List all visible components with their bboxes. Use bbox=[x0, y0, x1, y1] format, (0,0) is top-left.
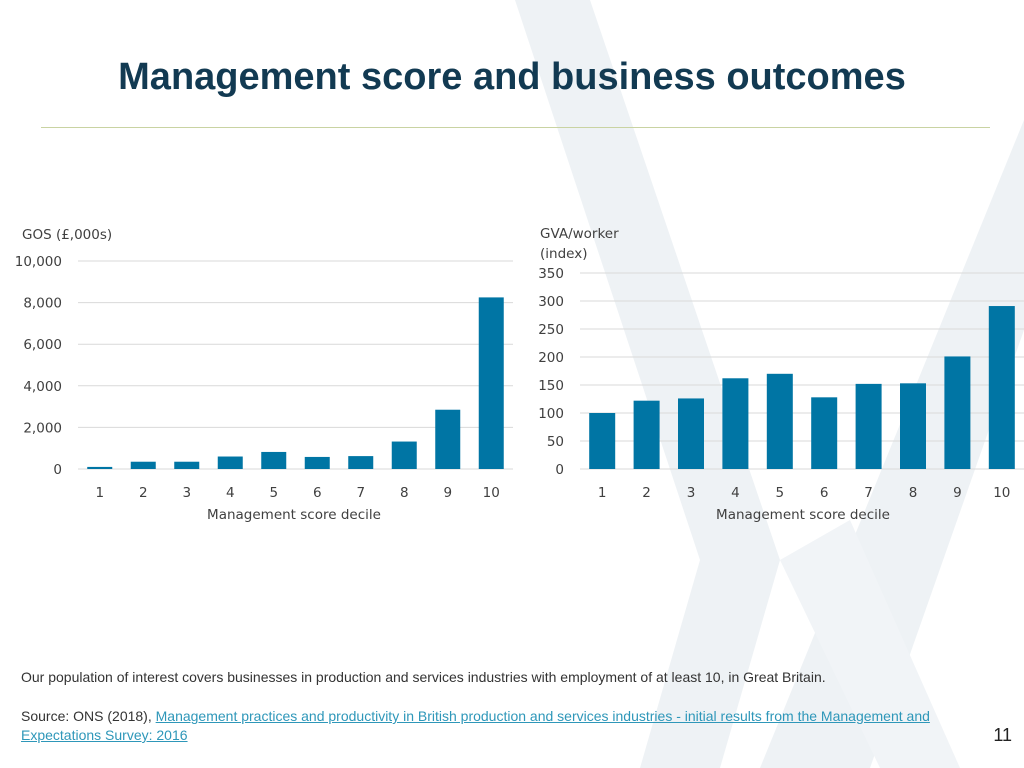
chart-gos-xtick-label: 6 bbox=[313, 485, 322, 501]
chart-gos-bar-1 bbox=[87, 466, 113, 469]
chart-gva-ytick-label: 300 bbox=[538, 294, 564, 310]
chart-gva-bar-4 bbox=[722, 378, 749, 469]
chart-gva-xtick-label: 5 bbox=[776, 485, 785, 501]
source-citation: Source: ONS (2018), Management practices… bbox=[21, 707, 981, 745]
chart-gos-bar-7 bbox=[348, 456, 374, 469]
chart-gva-ytick-label: 50 bbox=[547, 434, 564, 450]
chart-gva-xtick-label: 2 bbox=[642, 485, 651, 501]
chart-gva-bar-9 bbox=[944, 356, 971, 469]
chart-gva-bar-2 bbox=[633, 400, 660, 469]
chart-gva-ytick-label: 250 bbox=[538, 322, 564, 338]
chart-gva-ylabel-line2: (index) bbox=[540, 246, 587, 262]
chart-gva-bar-3 bbox=[678, 398, 704, 469]
chart-gva-bar-10 bbox=[988, 306, 1015, 469]
chart-gos-ytick-label: 10,000 bbox=[15, 254, 62, 270]
chart-gva-bar-8 bbox=[900, 383, 926, 469]
chart-gva-xtick-label: 9 bbox=[953, 485, 962, 501]
chart-gos-bar-5 bbox=[261, 451, 287, 469]
chart-gos-bar-6 bbox=[304, 456, 330, 469]
chart-gos-bar-10 bbox=[478, 297, 504, 469]
chart-gva-bar-7 bbox=[855, 383, 882, 469]
chart-gva-xtick-label: 4 bbox=[731, 485, 740, 501]
source-prefix: Source: ONS (2018), bbox=[21, 708, 156, 724]
chart-gos-xtick-label: 10 bbox=[483, 485, 500, 501]
chart-gos-bar-3 bbox=[174, 461, 200, 469]
chart-gos-xtick-label: 3 bbox=[182, 485, 191, 501]
chart-gva-ytick-label: 200 bbox=[538, 350, 564, 366]
chart-gos-ytick-label: 2,000 bbox=[23, 420, 62, 436]
chart-gos-ytick-label: 8,000 bbox=[23, 296, 62, 312]
chart-gva-bar-6 bbox=[811, 397, 838, 469]
chart-gos-xlabel: Management score decile bbox=[207, 507, 381, 523]
title-divider bbox=[41, 127, 990, 128]
chart-gos-ytick-label: 4,000 bbox=[23, 379, 62, 395]
chart-gva-bar-1 bbox=[589, 413, 616, 469]
chart-gva-bar-5 bbox=[766, 373, 793, 469]
chart-gva-xtick-label: 6 bbox=[820, 485, 829, 501]
chart-gva-ytick-label: 0 bbox=[555, 462, 564, 478]
chart-gva-xtick-label: 10 bbox=[993, 485, 1010, 501]
watermark-stroke-1 bbox=[515, 0, 780, 768]
chart-gos-ytick-label: 0 bbox=[53, 462, 62, 478]
page-title: Management score and business outcomes bbox=[118, 56, 906, 98]
chart-gos: GOS (£,000s) Management score decile 0 2,… bbox=[15, 227, 513, 523]
chart-gos-xtick-label: 1 bbox=[95, 485, 104, 501]
chart-gos-xtick-label: 7 bbox=[356, 485, 365, 501]
chart-gva-ytick-label: 100 bbox=[538, 406, 564, 422]
population-footnote: Our population of interest covers busine… bbox=[21, 669, 826, 685]
chart-gos-xtick-label: 2 bbox=[139, 485, 148, 501]
chart-gva-ylabel-line1: GVA/worker bbox=[540, 226, 619, 242]
chart-gos-ytick-label: 6,000 bbox=[23, 337, 62, 353]
chart-gva-xtick-label: 1 bbox=[598, 485, 607, 501]
chart-gos-xtick-label: 5 bbox=[269, 485, 278, 501]
source-link[interactable]: Management practices and productivity in… bbox=[21, 708, 930, 743]
chart-gva-xtick-label: 3 bbox=[687, 485, 696, 501]
chart-gva-ytick-label: 350 bbox=[538, 266, 564, 282]
watermark-stroke-3 bbox=[780, 520, 960, 768]
chart-gva-ytick-label: 150 bbox=[538, 378, 564, 394]
chart-gos-xtick-label: 4 bbox=[226, 485, 235, 501]
chart-gos-bar-9 bbox=[435, 409, 461, 469]
chart-gva-xtick-label: 8 bbox=[909, 485, 918, 501]
chart-gva-xlabel: Management score decile bbox=[716, 507, 890, 523]
chart-gos-bar-8 bbox=[391, 441, 417, 469]
chart-gos-bar-2 bbox=[130, 461, 156, 469]
page-number: 11 bbox=[993, 725, 1012, 745]
chart-gos-xtick-label: 9 bbox=[443, 485, 452, 501]
chart-gva: GVA/worker (index) Management score deci… bbox=[538, 226, 1024, 523]
chart-gos-ylabel: GOS (£,000s) bbox=[22, 227, 112, 243]
chart-gos-xtick-label: 8 bbox=[400, 485, 409, 501]
chart-gva-xtick-label: 7 bbox=[864, 485, 873, 501]
chart-gos-bar-4 bbox=[217, 456, 243, 469]
